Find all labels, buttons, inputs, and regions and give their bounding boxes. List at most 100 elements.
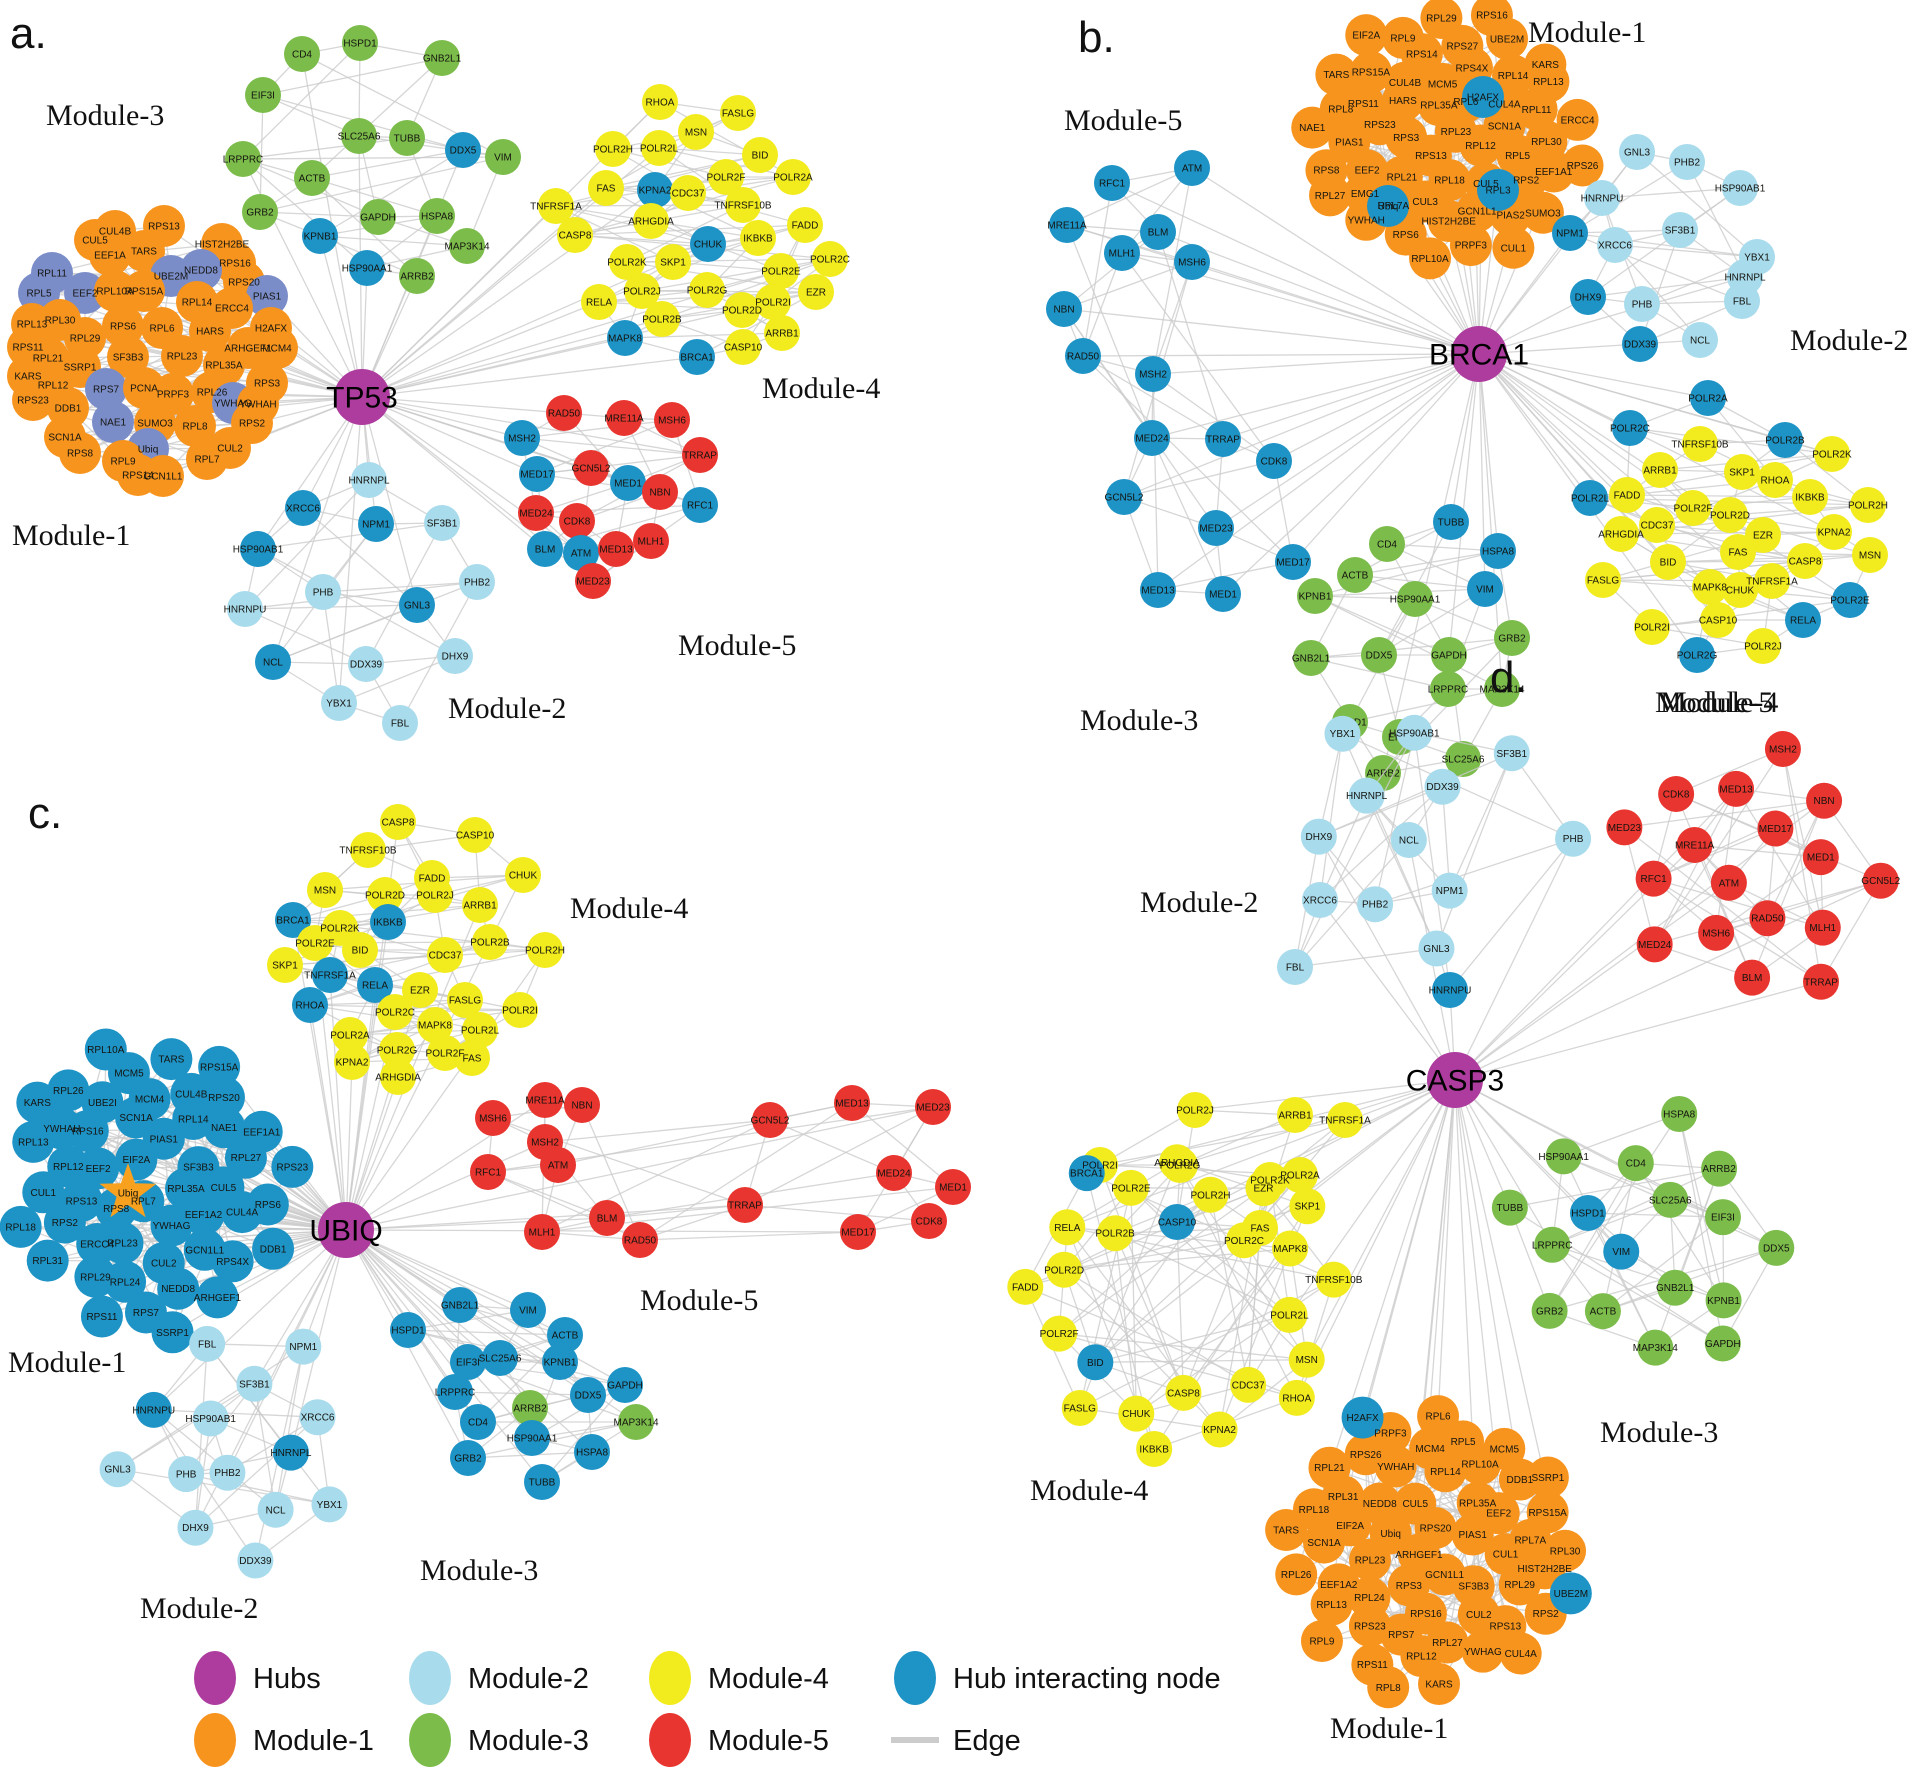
node-HSPD1[interactable] <box>390 1312 426 1348</box>
node-TUBB[interactable] <box>389 120 425 156</box>
node-VIM[interactable] <box>485 139 521 175</box>
node-CDC37[interactable] <box>1230 1366 1267 1403</box>
node-GNL3[interactable] <box>1418 930 1455 967</box>
node-RHOA[interactable] <box>1278 1379 1315 1416</box>
node-GCN5L2[interactable] <box>752 1102 788 1138</box>
node-TNFRSF1A[interactable] <box>312 957 348 993</box>
node-MED1[interactable] <box>935 1169 971 1205</box>
node-TRRAP[interactable] <box>1803 963 1840 1000</box>
node-CASP8[interactable] <box>1787 543 1823 579</box>
node-TUBB[interactable] <box>1433 504 1469 540</box>
node-KPNB1[interactable] <box>1705 1282 1742 1319</box>
node-CASP10[interactable] <box>1159 1204 1195 1240</box>
node-POLR2J[interactable] <box>1177 1092 1213 1128</box>
node-NCL[interactable] <box>257 1491 294 1528</box>
node-RPL31[interactable] <box>26 1239 69 1282</box>
node-NPM1[interactable] <box>285 1328 322 1365</box>
node-EIF2A[interactable] <box>1345 14 1388 57</box>
node-MED17[interactable] <box>840 1214 876 1250</box>
node-LRPPRC[interactable] <box>225 141 261 177</box>
node-BRCA1[interactable] <box>1068 1155 1105 1192</box>
node-MSH6[interactable] <box>654 402 690 438</box>
node-POLR2K[interactable] <box>609 244 645 280</box>
node-ARHGDIA[interactable] <box>633 203 669 239</box>
node-NCL[interactable] <box>1682 322 1718 358</box>
node-POLR2J[interactable] <box>417 877 453 913</box>
node-ATM[interactable] <box>1174 150 1210 186</box>
node-GCN5L2[interactable] <box>1106 479 1142 515</box>
node-MSH2[interactable] <box>1135 356 1171 392</box>
node-MED1[interactable] <box>1802 839 1839 876</box>
node-MLH1[interactable] <box>1104 235 1140 271</box>
node-HSPA8[interactable] <box>1661 1095 1698 1132</box>
node-CUL4A[interactable] <box>1499 1632 1542 1675</box>
node-HSPD1[interactable] <box>342 25 378 61</box>
node-CD4[interactable] <box>284 36 320 72</box>
node-HSP90AA1[interactable] <box>514 1420 550 1456</box>
node-MAPK8[interactable] <box>1272 1230 1309 1267</box>
node-SF3B1[interactable] <box>1493 735 1530 772</box>
node-DDX5[interactable] <box>1758 1229 1795 1266</box>
node-CHUK[interactable] <box>1722 572 1758 608</box>
node-POLR2L[interactable] <box>1572 480 1608 516</box>
node-GNB2L1[interactable] <box>1657 1269 1694 1306</box>
node-POLR2A[interactable] <box>1690 380 1726 416</box>
node-CD4[interactable] <box>1617 1145 1654 1182</box>
node-FADD[interactable] <box>1609 477 1645 513</box>
node-NPM1[interactable] <box>358 506 394 542</box>
node-POLR2F[interactable] <box>1675 490 1711 526</box>
node-TUBB[interactable] <box>524 1464 560 1500</box>
node-NAE1[interactable] <box>92 401 134 443</box>
node-BRCA1[interactable] <box>679 339 715 375</box>
node-HNRNPL[interactable] <box>272 1434 309 1471</box>
node-CASP10[interactable] <box>457 817 493 853</box>
node-RPL10A[interactable] <box>94 270 136 312</box>
node-DDX5[interactable] <box>570 1377 606 1413</box>
node-ATM[interactable] <box>1710 864 1747 901</box>
node-FASLG[interactable] <box>1585 562 1621 598</box>
node-BID[interactable] <box>1077 1344 1114 1381</box>
node-GAPDH[interactable] <box>607 1367 643 1403</box>
node-EIF3I[interactable] <box>450 1344 486 1380</box>
node-SSRP1[interactable] <box>151 1311 194 1354</box>
node-ATM[interactable] <box>540 1147 576 1183</box>
node-RPL26[interactable] <box>1275 1553 1318 1596</box>
node-POLR2G[interactable] <box>379 1032 415 1068</box>
node-LRPPRC[interactable] <box>1534 1226 1571 1263</box>
node-KPNA2[interactable] <box>637 172 673 208</box>
node-CDC37[interactable] <box>1639 507 1675 543</box>
node-DHX9[interactable] <box>1300 818 1337 855</box>
node-KARS[interactable] <box>1418 1662 1461 1705</box>
node-GRB2[interactable] <box>1531 1292 1568 1329</box>
node-MSH6[interactable] <box>1698 914 1735 951</box>
node-NAE1[interactable] <box>203 1106 246 1149</box>
node-CDC37[interactable] <box>670 175 706 211</box>
node-RAD50[interactable] <box>546 395 582 431</box>
node-POLR2C[interactable] <box>1226 1222 1263 1259</box>
node-POLR2A[interactable] <box>332 1017 368 1053</box>
node-MAPK8[interactable] <box>417 1007 453 1043</box>
node-RPS4X[interactable] <box>211 1240 254 1283</box>
node-DDX5[interactable] <box>1361 637 1397 673</box>
node-DDX5[interactable] <box>445 132 481 168</box>
node-MSN[interactable] <box>1288 1341 1325 1378</box>
node-MLH1[interactable] <box>524 1214 560 1250</box>
node-PHB[interactable] <box>305 574 341 610</box>
node-NPM1[interactable] <box>1431 872 1468 909</box>
node-RPS26[interactable] <box>1561 144 1604 187</box>
node-MAP3K14[interactable] <box>449 228 485 264</box>
node-POLR2A[interactable] <box>775 159 811 195</box>
node-IKBKB[interactable] <box>1136 1430 1173 1467</box>
node-HNRNPU[interactable] <box>135 1391 172 1428</box>
node-TNFRSF1A[interactable] <box>538 188 574 224</box>
node-MSN[interactable] <box>678 114 714 150</box>
node-CASP10[interactable] <box>725 329 761 365</box>
node-MED13[interactable] <box>1718 770 1755 807</box>
node-TARS[interactable] <box>150 1038 193 1081</box>
node-MED17[interactable] <box>1757 810 1794 847</box>
node-HSPA8[interactable] <box>1480 533 1516 569</box>
node-PRPF3[interactable] <box>1449 224 1492 267</box>
node-NEDD8[interactable] <box>157 1267 200 1310</box>
node-TNFRSF10B[interactable] <box>350 832 386 868</box>
node-SSRP1[interactable] <box>1526 1456 1569 1499</box>
